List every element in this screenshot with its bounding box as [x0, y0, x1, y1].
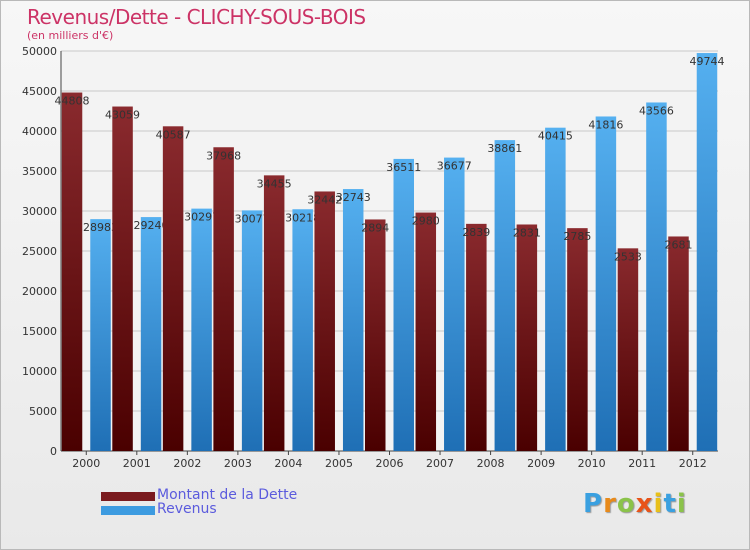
- bar-dette: [263, 175, 285, 452]
- logo-letter: x: [635, 489, 654, 519]
- logo-letter: i: [653, 489, 664, 519]
- data-label: 2785: [563, 230, 591, 243]
- logo-letter: o: [616, 489, 636, 519]
- bar-dette: [61, 92, 83, 451]
- x-tick-label: 2006: [376, 457, 404, 470]
- data-label: 30218: [285, 211, 320, 224]
- bar-revenus: [696, 53, 718, 451]
- logo-letter: P: [583, 489, 604, 519]
- y-tick-label: 10000: [22, 365, 57, 378]
- bar-dette: [162, 126, 184, 451]
- bar-dette: [415, 212, 437, 451]
- y-tick-label: 50000: [22, 45, 57, 58]
- logo-letter: t: [663, 489, 677, 519]
- bar-revenus: [140, 217, 162, 451]
- data-label: 30297: [184, 211, 219, 224]
- logo-letter: i: [676, 489, 687, 519]
- bar-dette: [668, 236, 689, 451]
- y-tick-label: 25000: [22, 245, 57, 258]
- bar-dette: [365, 219, 386, 451]
- x-tick-label: 2011: [628, 457, 656, 470]
- x-tick-label: 2001: [123, 457, 151, 470]
- proxiti-logo: Proxiti: [583, 489, 687, 519]
- y-tick-label: 20000: [22, 285, 57, 298]
- bar-dette: [112, 106, 133, 451]
- legend-swatch-revenus: [101, 506, 155, 515]
- bar-revenus: [595, 116, 617, 452]
- data-label: 2681: [664, 238, 692, 251]
- data-label: 2894: [361, 221, 389, 234]
- y-tick-label: 40000: [22, 125, 57, 138]
- data-label: 44808: [55, 95, 90, 108]
- data-label: 49744: [689, 55, 724, 68]
- x-tick-label: 2012: [679, 457, 707, 470]
- data-label: 37968: [206, 149, 241, 162]
- bar-dette: [617, 248, 639, 451]
- x-tick-label: 2010: [578, 457, 606, 470]
- legend-label-dette: Montant de la Dette: [157, 487, 298, 503]
- x-tick-label: 2003: [224, 457, 252, 470]
- data-label: 32442: [307, 193, 342, 206]
- bar-revenus: [292, 209, 313, 451]
- data-label: 36677: [437, 160, 472, 173]
- bar-revenus: [545, 127, 566, 452]
- bar-dette: [213, 147, 234, 452]
- x-tick-label: 2000: [72, 457, 100, 470]
- y-tick-label: 0: [50, 445, 57, 458]
- legend-swatch-dette: [101, 492, 155, 501]
- data-label: 38861: [487, 142, 522, 155]
- data-label: 36511: [386, 161, 421, 174]
- bar-revenus: [494, 140, 516, 451]
- data-label: 40587: [156, 128, 191, 141]
- bar-revenus: [191, 208, 212, 451]
- data-label: 34455: [257, 177, 292, 190]
- data-label: 40415: [538, 130, 573, 143]
- bar-revenus: [342, 189, 364, 451]
- y-tick-label: 30000: [22, 205, 57, 218]
- x-tick-label: 2008: [477, 457, 505, 470]
- x-tick-label: 2005: [325, 457, 353, 470]
- data-label: 41816: [588, 118, 623, 131]
- bar-dette: [516, 224, 538, 451]
- bar-dette: [466, 223, 487, 451]
- bar-revenus: [646, 102, 667, 452]
- chart-subtitle: (en milliers d'€): [27, 29, 114, 42]
- y-tick-label: 5000: [29, 405, 57, 418]
- x-tick-label: 2004: [274, 457, 302, 470]
- logo-letter: r: [603, 489, 617, 519]
- x-tick-label: 2007: [426, 457, 454, 470]
- data-label: 43566: [639, 104, 674, 117]
- chart-title: Revenus/Dette - CLICHY-SOUS-BOIS: [27, 5, 366, 29]
- bar-revenus: [241, 210, 263, 451]
- data-label: 32743: [336, 191, 371, 204]
- data-label: 29240: [134, 219, 169, 232]
- bar-dette: [314, 191, 335, 452]
- data-label: 30077: [235, 212, 270, 225]
- legend-label-revenus: Revenus: [157, 501, 217, 517]
- data-label: 2980: [412, 215, 440, 228]
- bar-revenus: [90, 219, 111, 451]
- bar-revenus: [444, 157, 465, 452]
- bar-revenus: [393, 158, 414, 452]
- bar-dette: [567, 228, 588, 451]
- data-label: 2831: [513, 226, 541, 239]
- data-label: 28983: [83, 221, 118, 234]
- data-label: 43059: [105, 109, 140, 122]
- y-tick-label: 35000: [22, 165, 57, 178]
- y-tick-label: 15000: [22, 325, 57, 338]
- x-tick-label: 2002: [173, 457, 201, 470]
- x-tick-label: 2009: [527, 457, 555, 470]
- data-label: 2533: [614, 250, 642, 263]
- y-tick-label: 45000: [22, 85, 57, 98]
- data-label: 2839: [462, 226, 490, 239]
